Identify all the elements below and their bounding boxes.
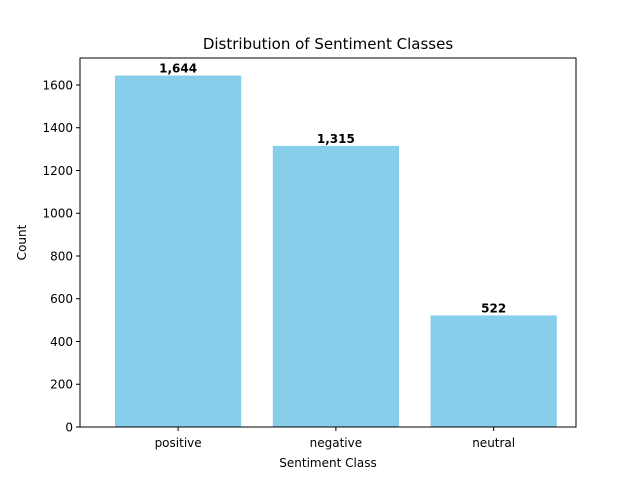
axes-frame — [79, 57, 577, 428]
x-tick-label-neutral: neutral — [472, 436, 515, 450]
chart-title: Distribution of Sentiment Classes — [203, 35, 453, 53]
x-axis-label: Sentiment Class — [279, 456, 376, 470]
bars-layer — [114, 75, 557, 428]
y-tick-label: 600 — [50, 292, 73, 306]
data-label-neutral: 522 — [481, 301, 506, 315]
data-label-positive: 1,644 — [159, 62, 197, 76]
data-labels-layer: 1,644 1,315 522 — [159, 62, 506, 316]
bar-negative — [272, 145, 400, 427]
x-tick-label-positive: positive — [155, 436, 202, 450]
bar-positive — [114, 75, 242, 428]
y-tick-label: 1200 — [42, 164, 73, 178]
data-label-negative: 1,315 — [317, 132, 355, 146]
y-axis-label: Count — [15, 224, 29, 260]
y-tick-label: 200 — [50, 378, 73, 392]
y-tick-label: 0 — [65, 421, 73, 435]
y-tick-label: 1000 — [42, 207, 73, 221]
y-tick-label: 1600 — [42, 78, 73, 92]
y-axis-ticks: 0 200 400 600 800 1000 1200 1400 1600 — [42, 78, 80, 435]
bar-neutral — [430, 315, 557, 427]
x-axis-ticks: positive negative neutral — [155, 427, 515, 450]
x-tick-label-negative: negative — [310, 436, 362, 450]
y-tick-label: 800 — [50, 249, 73, 263]
y-tick-label: 1400 — [42, 121, 73, 135]
y-tick-label: 400 — [50, 335, 73, 349]
